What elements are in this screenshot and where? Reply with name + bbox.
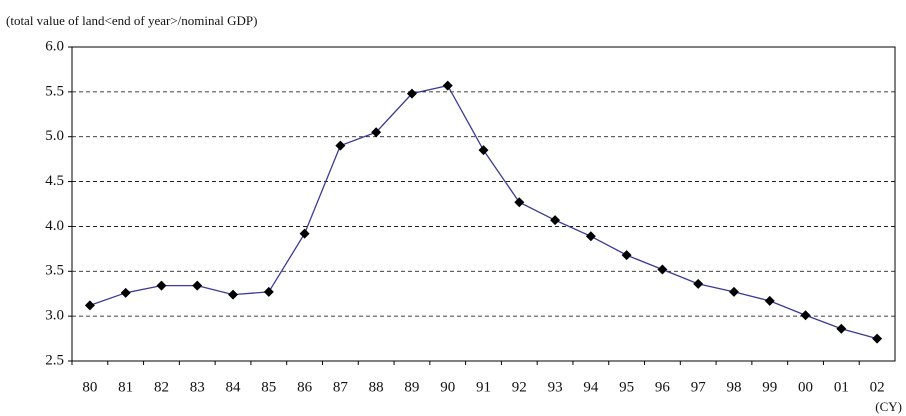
x-tick-label: 88 <box>369 379 384 395</box>
y-tick-label: 3.5 <box>45 263 64 279</box>
x-tick-label: 90 <box>440 379 455 395</box>
x-tick-label: 97 <box>691 379 707 395</box>
marker <box>728 286 739 297</box>
y-tick-label: 6.0 <box>45 38 64 54</box>
marker <box>693 278 704 289</box>
x-tick-label: 85 <box>261 379 276 395</box>
y-tick-label: 4.5 <box>45 173 64 189</box>
y-tick-label: 3.0 <box>45 308 64 324</box>
marker <box>872 333 883 344</box>
x-tick-label: 81 <box>118 379 133 395</box>
x-tick-label: 91 <box>476 379 491 395</box>
x-tick-label: 87 <box>333 379 349 395</box>
x-tick-label: 02 <box>870 379 885 395</box>
marker <box>621 250 632 261</box>
marker <box>764 295 775 306</box>
marker <box>514 197 525 208</box>
marker <box>442 80 453 91</box>
y-tick-label: 5.5 <box>45 83 64 99</box>
x-tick-label: 94 <box>583 379 599 395</box>
y-tick-label: 5.0 <box>45 128 64 144</box>
marker <box>120 287 131 298</box>
marker <box>84 300 95 311</box>
x-tick-label: 82 <box>154 379 169 395</box>
marker <box>657 264 668 275</box>
marker <box>585 231 596 242</box>
marker <box>478 145 489 156</box>
marker <box>371 127 382 138</box>
marker <box>335 140 346 151</box>
marker <box>299 228 310 239</box>
x-tick-label: 96 <box>655 379 671 395</box>
x-tick-label: 00 <box>798 379 813 395</box>
x-tick-label: 83 <box>190 379 205 395</box>
x-tick-label: 98 <box>726 379 741 395</box>
marker <box>156 280 167 291</box>
data-line <box>89 84 878 340</box>
marker <box>836 323 847 334</box>
marker <box>228 289 239 300</box>
x-tick-label: 99 <box>762 379 777 395</box>
x-axis-label: (CY) <box>875 399 902 414</box>
x-tick-label: 92 <box>512 379 527 395</box>
y-tick-label: 2.5 <box>45 352 64 368</box>
y-tick-label: 4.0 <box>45 218 64 234</box>
x-tick-label: 95 <box>619 379 634 395</box>
x-tick-label: 84 <box>226 379 242 395</box>
x-tick-label: 80 <box>82 379 97 395</box>
plot-frame <box>71 46 896 362</box>
y-axis-label: (total value of land<end of year>/nomina… <box>6 13 257 28</box>
marker <box>550 215 561 226</box>
x-tick-label: 93 <box>548 379 563 395</box>
x-tick-label: 89 <box>404 379 419 395</box>
marker <box>406 88 417 99</box>
marker <box>263 286 274 297</box>
x-tick-label: 01 <box>834 379 849 395</box>
marker <box>192 280 203 291</box>
x-tick-label: 86 <box>297 379 313 395</box>
marker <box>800 310 811 321</box>
